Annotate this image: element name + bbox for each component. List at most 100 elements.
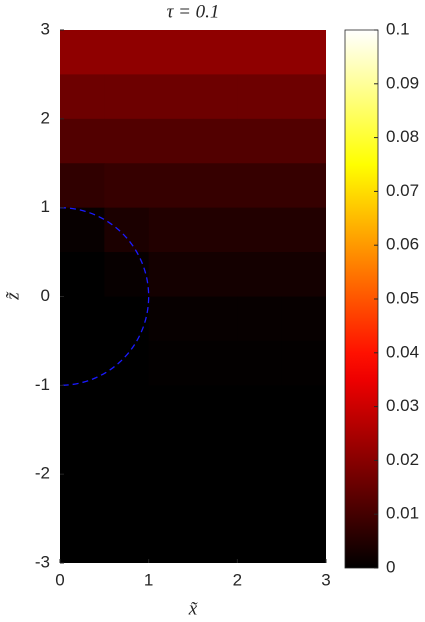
heatmap-cell [148,252,194,298]
x-tick-label: 3 [321,570,330,589]
heatmap-cell [60,385,105,431]
heatmap-cell [193,429,238,475]
heatmap-cell [237,207,283,253]
heatmap-cell [237,340,283,386]
heatmap-cell [148,163,194,209]
heatmap-cell [237,163,283,209]
y-tick-label: -2 [35,464,50,483]
heatmap-cell [281,518,326,563]
heatmap-cell [281,474,326,520]
heatmap-cell [193,385,238,431]
heatmap-cell [281,74,326,120]
heatmap-cell [60,429,105,475]
heatmap-cell [281,252,326,298]
heatmap-cell [104,30,150,76]
heatmap [60,30,326,563]
heatmap-cell [237,385,283,431]
heatmap-cell [60,340,105,386]
y-tick-label: -1 [35,375,50,394]
heatmap-cell [148,429,194,475]
heatmap-cell [60,163,105,209]
heatmap-cell [104,118,150,164]
heatmap-cell [281,207,326,253]
heatmap-cell [193,474,238,520]
heatmap-cell [60,252,105,298]
heatmap-cell [281,385,326,431]
heatmap-cell [193,296,238,342]
colorbar-tick-label: 0 [386,557,395,576]
heatmap-cell [148,74,194,120]
heatmap-cell [237,429,283,475]
heatmap-cell [60,296,105,342]
heatmap-cell [148,474,194,520]
heatmap-cell [237,518,283,563]
heatmap-cell [60,474,105,520]
colorbar-tick-label: 0.03 [386,396,419,415]
x-axis-label: x̃ [188,598,198,619]
heatmap-cell [104,74,150,120]
heatmap-cell [237,30,283,76]
colorbar-tick-label: 0.04 [386,342,419,361]
heatmap-cell [237,118,283,164]
heatmap-cell [148,340,194,386]
x-tick-label: 0 [55,570,64,589]
y-tick-label: -3 [35,552,50,571]
heatmap-cell [193,118,238,164]
heatmap-cell [104,474,150,520]
heatmap-cell [148,30,194,76]
heatmap-cell [148,385,194,431]
heatmap-cell [237,296,283,342]
heatmap-cell [281,118,326,164]
heatmap-cell [104,429,150,475]
heatmap-cell [281,30,326,76]
heatmap-cell [148,518,194,563]
colorbar-tick-label: 0.07 [386,181,419,200]
heatmap-cell [281,340,326,386]
heatmap-cell [193,252,238,298]
heatmap-cell [281,163,326,209]
heatmap-cell [104,385,150,431]
heatmap-cell [104,252,150,298]
heatmap-cell [193,30,238,76]
colorbar-tick-label: 0.01 [386,504,419,523]
heatmap-cell [148,118,194,164]
heatmap-cell [237,252,283,298]
colorbar-tick-label: 0.06 [386,235,419,254]
heatmap-cell [104,296,150,342]
colorbar-tick-label: 0.08 [386,127,419,146]
heatmap-cell [193,74,238,120]
x-tick-label: 1 [144,570,153,589]
heatmap-cell [104,163,150,209]
heatmap-cell [148,207,194,253]
heatmap-cell [60,74,105,120]
colorbar-tick-label: 0.1 [386,19,410,38]
heatmap-cell [104,207,150,253]
heatmap-cell [60,30,105,76]
heatmap-cell [104,340,150,386]
heatmap-cell [60,207,105,253]
heatmap-cell [281,296,326,342]
colorbar-tick-label: 0.05 [386,288,419,307]
colorbar [344,29,379,569]
heatmap-cell [60,118,105,164]
dashed-circle [60,207,150,386]
heatmap-cell [193,340,238,386]
heatmap-cell [60,518,105,563]
y-tick-label: 1 [41,197,50,216]
y-tick-label: 0 [41,286,50,305]
heatmap-cell [237,474,283,520]
y-tick-label: 2 [41,108,50,127]
heatmap-cell [148,296,194,342]
y-axis-label: z̃ [2,291,23,301]
chart-title: τ = 0.1 [167,1,220,22]
colorbar-tick-label: 0.02 [386,450,419,469]
heatmap-cell [193,207,238,253]
heatmap-cell [104,518,150,563]
y-tick-label: 3 [41,19,50,38]
heatmap-cell [193,518,238,563]
x-tick-label: 2 [233,570,242,589]
heatmap-cell [193,163,238,209]
heatmap-cell [237,74,283,120]
heatmap-cell [281,429,326,475]
